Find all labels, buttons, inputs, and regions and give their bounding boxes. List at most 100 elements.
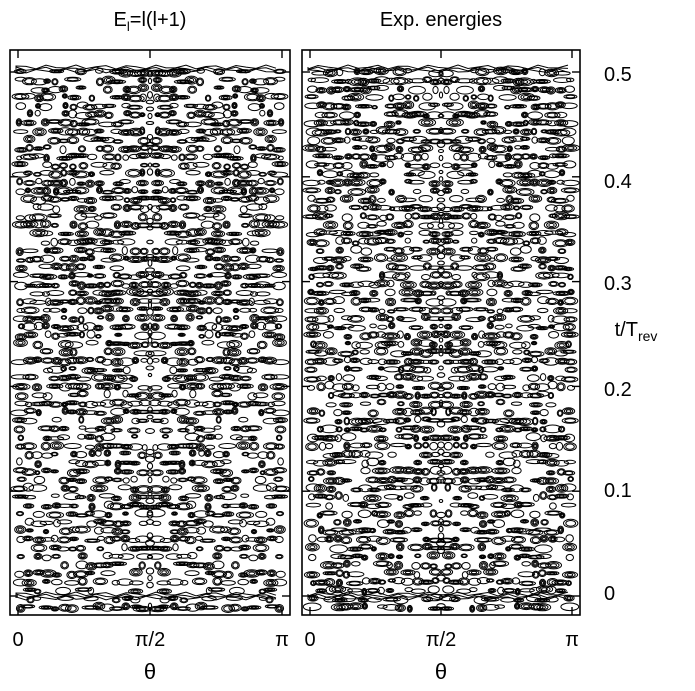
contour-loop	[371, 205, 378, 209]
contour-loop	[188, 196, 196, 200]
contour-loop	[382, 271, 400, 279]
contour-loop	[265, 443, 277, 450]
contour-loop	[185, 144, 199, 153]
contour-loop	[438, 434, 455, 442]
contour-loop	[534, 383, 550, 392]
contour-loop	[179, 496, 188, 501]
contour-loop	[489, 214, 496, 220]
contour-loop	[558, 425, 566, 433]
contour-loop	[325, 221, 336, 229]
contour-loop	[369, 410, 378, 417]
contour-loop	[70, 537, 78, 541]
contour-loop	[397, 316, 404, 321]
contour-loop	[389, 322, 395, 329]
contour-loop	[539, 327, 545, 330]
contour-loop	[140, 170, 144, 175]
contour-loop	[162, 343, 169, 348]
contour-loop	[202, 237, 218, 245]
contour-loop	[415, 461, 420, 465]
contour-loop	[160, 146, 172, 152]
contour-loop	[251, 468, 256, 472]
contour-loop	[554, 341, 570, 350]
contour-loop	[147, 162, 153, 168]
contour-loop	[135, 152, 151, 159]
contour-loop	[30, 219, 47, 229]
contour-loop	[145, 539, 155, 547]
contour-loop	[341, 315, 353, 321]
contour-loop	[196, 138, 204, 141]
contour-loop	[423, 366, 432, 374]
contour-loop	[260, 306, 280, 315]
contour-loop	[355, 113, 359, 117]
contour-loop	[440, 206, 453, 213]
contour-loop	[158, 95, 171, 102]
contour-loop	[213, 187, 226, 194]
contour-loop	[424, 165, 429, 169]
contour-loop	[75, 263, 87, 271]
contour-loop	[562, 350, 575, 354]
contour-loop	[242, 79, 248, 85]
contour-loop	[271, 129, 287, 135]
contour-loop	[491, 441, 508, 451]
contour-loop	[410, 409, 425, 416]
contour-loop	[107, 79, 127, 85]
contour-loop	[178, 349, 185, 354]
contour-loop	[533, 119, 552, 126]
contour-loop	[376, 348, 387, 355]
contour-loop	[312, 357, 328, 365]
contour-loop	[504, 120, 513, 127]
contour-loop	[213, 578, 222, 585]
contour-loop	[97, 111, 103, 116]
contour-loop	[69, 196, 78, 201]
contour-loop	[402, 373, 414, 380]
contour-loop	[205, 255, 213, 261]
contour-loop	[131, 186, 139, 194]
contour-loop	[22, 221, 36, 228]
contour-loop	[115, 369, 121, 372]
contour-loop	[199, 326, 204, 330]
contour-loop	[388, 360, 396, 364]
contour-loop	[335, 246, 344, 254]
contour-loop	[218, 443, 237, 449]
contour-loop	[449, 254, 465, 262]
contour-loop	[101, 291, 115, 297]
contour-loop	[360, 442, 373, 449]
contour-loop	[369, 196, 376, 203]
contour-loop	[132, 488, 137, 492]
contour-loop	[70, 120, 77, 127]
contour-loop	[514, 145, 522, 150]
contour-loop	[457, 358, 475, 365]
contour-loop	[144, 428, 156, 434]
contour-loop	[397, 139, 404, 144]
contour-loop	[379, 272, 385, 279]
contour-band	[15, 593, 277, 599]
contour-loop	[155, 94, 174, 103]
contour-loop	[405, 283, 412, 287]
contour-loop	[156, 204, 173, 211]
contour-loop	[504, 332, 514, 338]
contour-loop	[251, 322, 258, 329]
contour-loop	[462, 360, 470, 364]
contour-loop	[535, 271, 554, 280]
contour-loop	[213, 553, 222, 559]
contour-loop	[198, 449, 205, 457]
contour-loop	[188, 86, 196, 93]
contour-loop	[508, 147, 512, 151]
contour-loop	[428, 418, 441, 423]
contour-loop	[233, 163, 241, 169]
contour-loop	[60, 604, 70, 611]
contour-loop	[240, 332, 249, 340]
contour-loop	[70, 504, 78, 508]
contour-loop	[258, 460, 266, 469]
contour-loop	[541, 129, 548, 133]
contour-loop	[369, 86, 379, 90]
contour-loop	[51, 452, 58, 456]
contour-loop	[493, 346, 509, 356]
contour-loop	[58, 382, 72, 392]
contour-loop	[268, 536, 277, 541]
contour-loop	[94, 602, 104, 610]
contour-loop	[137, 451, 147, 460]
contour-loop	[194, 578, 206, 585]
contour-loop	[505, 323, 513, 329]
contour-loop	[541, 453, 548, 457]
